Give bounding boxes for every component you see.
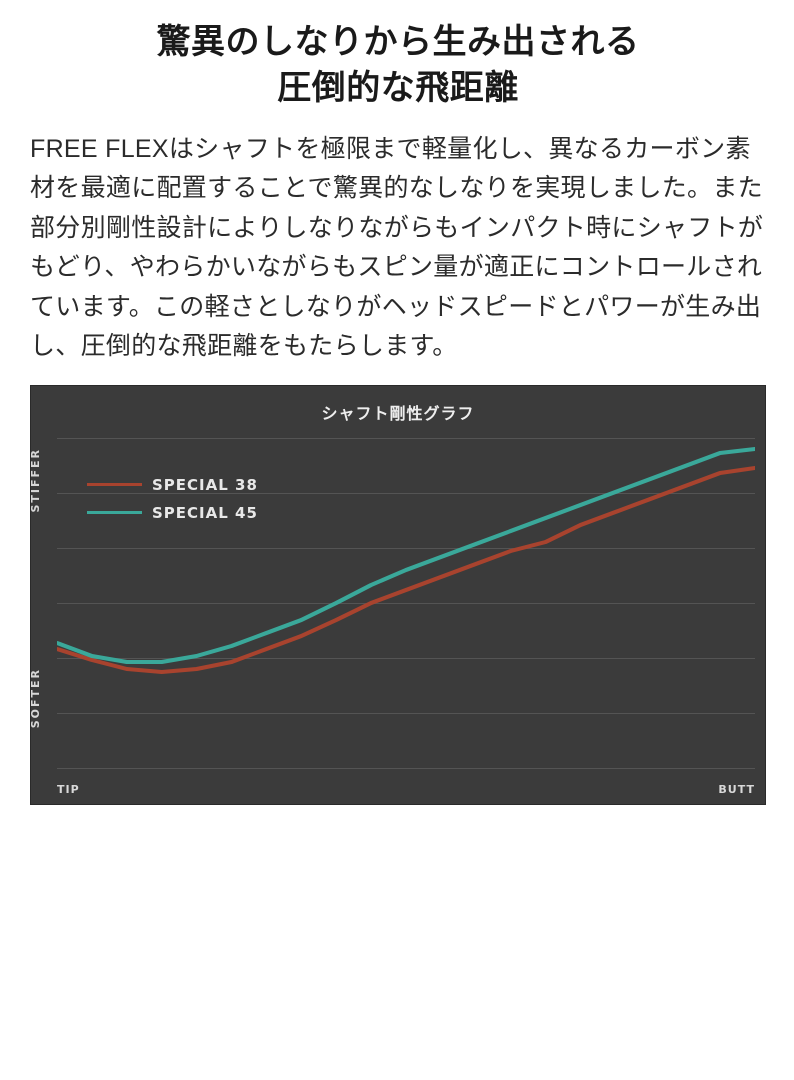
- chart-body: STIFFER SOFTER SPECIAL 38: [57, 438, 755, 768]
- chart-title: シャフト剛性グラフ: [49, 400, 747, 424]
- y-axis-label-stiffer: STIFFER: [29, 448, 42, 513]
- legend-entry-special-45: SPECIAL 45: [87, 504, 258, 522]
- title-line-1: 驚異のしなりから生み出される: [30, 20, 766, 66]
- legend-label-special-38: SPECIAL 38: [152, 476, 258, 494]
- x-axis-label-tip: TIP: [57, 783, 80, 796]
- title-block: 驚異のしなりから生み出される 圧倒的な飛距離: [30, 20, 766, 112]
- legend-entry-special-38: SPECIAL 38: [87, 476, 258, 494]
- x-axis-label-butt: BUTT: [718, 783, 755, 796]
- legend-label-special-45: SPECIAL 45: [152, 504, 258, 522]
- chart-legend: SPECIAL 38 SPECIAL 45: [87, 476, 258, 532]
- legend-swatch-special-38: [87, 483, 142, 486]
- y-axis-label-softer: SOFTER: [29, 668, 42, 728]
- title-line-2: 圧倒的な飛距離: [30, 66, 766, 112]
- body-paragraph: FREE FLEXはシャフトを極限まで軽量化し、異なるカーボン素材を最適に配置す…: [30, 130, 766, 367]
- x-axis-labels: TIP BUTT: [57, 783, 755, 796]
- shaft-stiffness-chart: シャフト剛性グラフ STIFFER SOFTER: [30, 385, 766, 805]
- slide-page: 驚異のしなりから生み出される 圧倒的な飛距離 FREE FLEXはシャフトを極限…: [0, 0, 794, 1080]
- legend-swatch-special-45: [87, 511, 142, 514]
